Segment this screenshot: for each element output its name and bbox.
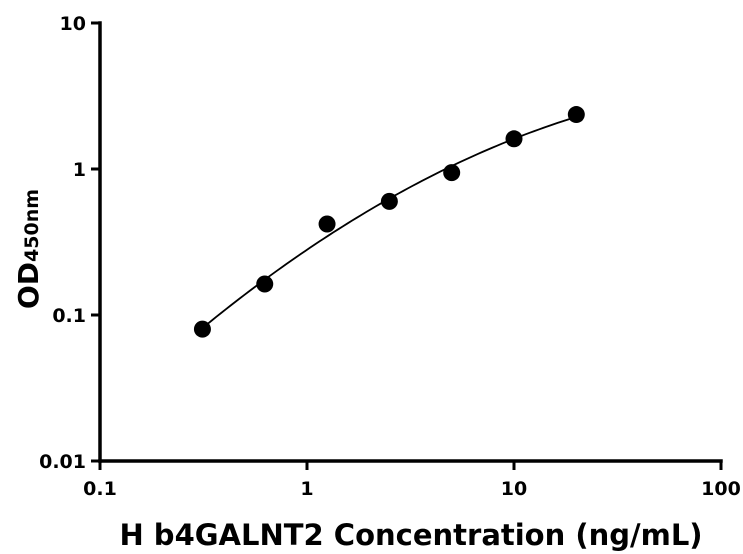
- axes: 0.1 1 10 100 0.01 0.1 1 10: [39, 13, 741, 500]
- x-axis-title: H b4GALNT2 Concentration (ng/mL): [119, 518, 702, 552]
- data-point: [443, 164, 461, 182]
- x-tick-label: 0.1: [83, 478, 117, 500]
- data-point: [505, 130, 523, 148]
- fit-curve-line: [201, 116, 577, 329]
- y-tick-label: 0.1: [52, 305, 86, 327]
- y-axis-title: OD450nm: [12, 189, 45, 309]
- y-tick-label: 10: [60, 13, 86, 35]
- fit-curve-group: [201, 116, 577, 329]
- x-tick-label: 100: [701, 478, 741, 500]
- data-point: [380, 192, 398, 210]
- data-points: [193, 106, 585, 338]
- data-point: [256, 275, 274, 293]
- y-axis-title-subscript: 450nm: [21, 189, 43, 262]
- data-point: [318, 215, 336, 233]
- y-tick-label: 1: [73, 159, 86, 181]
- y-tick-label: 0.01: [39, 451, 86, 473]
- data-point: [567, 106, 585, 124]
- data-point: [193, 320, 211, 338]
- y-axis-title-main: OD: [12, 262, 45, 309]
- x-tick-label: 1: [300, 478, 313, 500]
- x-tick-label: 10: [501, 478, 527, 500]
